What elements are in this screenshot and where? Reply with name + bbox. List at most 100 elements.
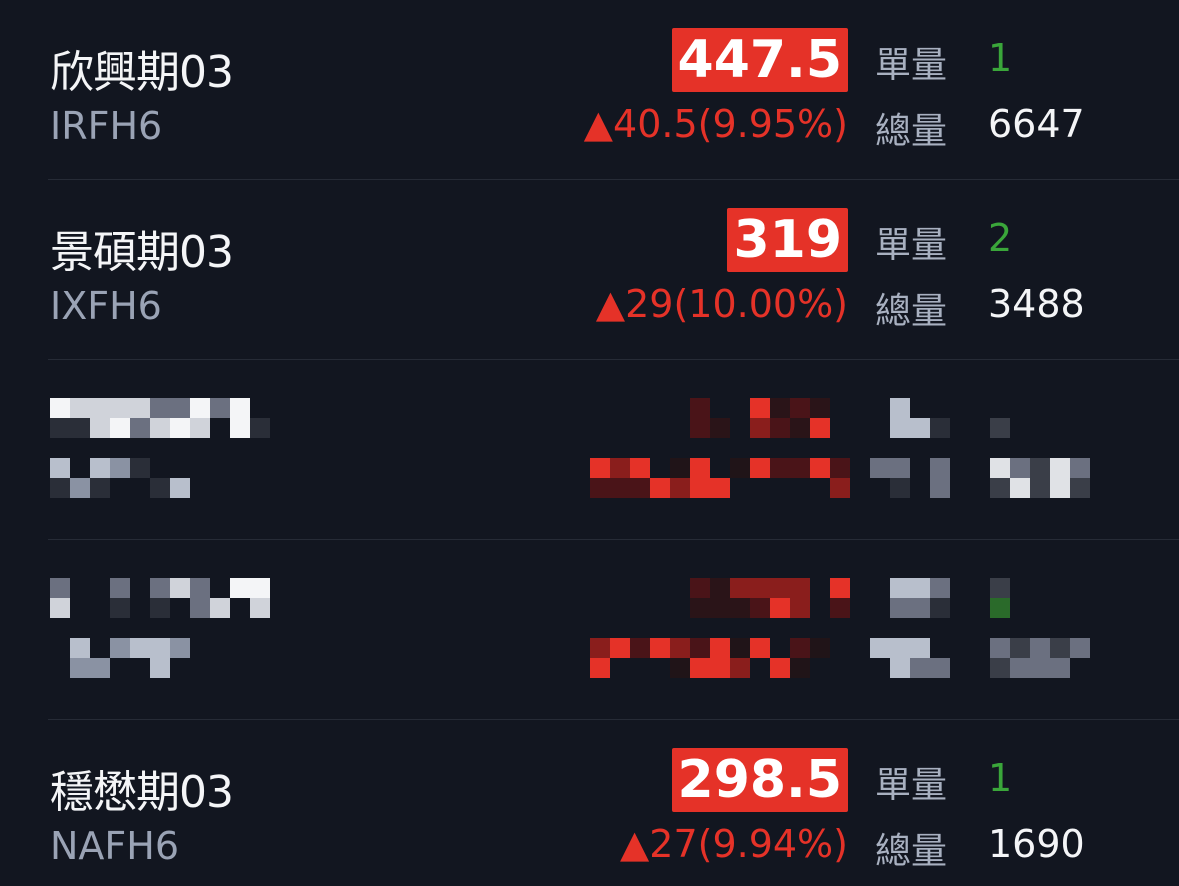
mosaic-pixel <box>190 598 210 618</box>
mosaic-pixel <box>790 658 810 678</box>
mosaic-pixel <box>1030 638 1050 658</box>
divider <box>48 719 1179 720</box>
quote-row[interactable]: 欣興期03 IRFH6 447.5 ▲40.5(9.95%) 單量 1 總量 6… <box>0 0 1179 180</box>
contract-name: 景碩期03 <box>50 227 234 278</box>
mosaic-pixel <box>610 458 630 478</box>
mosaic-pixel <box>990 598 1010 618</box>
quote-row-redacted[interactable] <box>0 360 1179 540</box>
mosaic-pixel <box>130 398 150 418</box>
contract-name: 穩懋期03 <box>50 767 234 818</box>
mosaic-pixel <box>890 418 910 438</box>
mosaic-pixel <box>170 478 190 498</box>
mosaic-pixel <box>810 638 830 658</box>
mosaic-pixel <box>990 478 1010 498</box>
last-price: 319 <box>727 208 848 272</box>
mosaic-pixel <box>770 458 790 478</box>
mosaic-pixel <box>130 638 150 658</box>
mosaic-pixel <box>790 458 810 478</box>
mosaic-pixel <box>230 398 250 418</box>
mosaic-pixel <box>250 418 270 438</box>
mosaic-pixel <box>830 478 850 498</box>
total-volume: 6647 <box>988 102 1085 146</box>
mosaic-pixel <box>1050 478 1070 498</box>
mosaic-pixel <box>750 458 770 478</box>
mosaic-pixel <box>110 418 130 438</box>
mosaic-pixel <box>1010 658 1030 678</box>
mosaic-pixel <box>50 418 70 438</box>
mosaic-pixel <box>810 418 830 438</box>
total-volume-label: 總量 <box>875 111 948 152</box>
mosaic-pixel <box>110 398 130 418</box>
mosaic-pixel <box>870 638 890 658</box>
mosaic-pixel <box>770 578 790 598</box>
single-volume: 1 <box>988 756 1013 800</box>
mosaic-pixel <box>690 458 710 478</box>
mosaic-pixel <box>650 478 670 498</box>
mosaic-pixel <box>210 398 230 418</box>
mosaic-pixel <box>730 598 750 618</box>
quote-row[interactable]: 穩懋期03 NAFH6 298.5 ▲27(9.94%) 單量 1 總量 169… <box>0 720 1179 886</box>
mosaic-pixel <box>930 458 950 478</box>
mosaic-pixel <box>990 658 1010 678</box>
quote-row[interactable]: 景碩期03 IXFH6 319 ▲29(10.00%) 單量 2 總量 3488 <box>0 180 1179 360</box>
single-volume-label: 單量 <box>875 45 948 86</box>
mosaic-pixel <box>1070 478 1090 498</box>
mosaic-pixel <box>750 398 770 418</box>
mosaic-pixel <box>690 578 710 598</box>
mosaic-pixel <box>910 578 930 598</box>
mosaic-pixel <box>150 478 170 498</box>
mosaic-pixel <box>790 418 810 438</box>
mosaic-pixel <box>670 458 690 478</box>
mosaic-pixel <box>690 398 710 418</box>
total-volume: 3488 <box>988 282 1085 326</box>
mosaic-pixel <box>590 478 610 498</box>
mosaic-pixel <box>830 458 850 478</box>
single-volume: 2 <box>988 216 1013 260</box>
mosaic-pixel <box>890 478 910 498</box>
mosaic-pixel <box>170 398 190 418</box>
mosaic-pixel <box>150 658 170 678</box>
mosaic-pixel <box>670 638 690 658</box>
mosaic-pixel <box>730 458 750 478</box>
quote-row-redacted[interactable] <box>0 540 1179 720</box>
mosaic-pixel <box>690 418 710 438</box>
mosaic-pixel <box>90 458 110 478</box>
divider <box>48 539 1179 540</box>
mosaic-pixel <box>90 658 110 678</box>
mosaic-pixel <box>250 598 270 618</box>
mosaic-pixel <box>590 658 610 678</box>
mosaic-pixel <box>110 458 130 478</box>
mosaic-pixel <box>630 458 650 478</box>
mosaic-pixel <box>990 638 1010 658</box>
contract-code: NAFH6 <box>50 824 180 868</box>
last-price: 447.5 <box>671 28 848 92</box>
mosaic-pixel <box>690 478 710 498</box>
mosaic-pixel <box>170 638 190 658</box>
mosaic-pixel <box>910 658 930 678</box>
mosaic-pixel <box>90 398 110 418</box>
mosaic-pixel <box>190 418 210 438</box>
mosaic-pixel <box>750 418 770 438</box>
mosaic-pixel <box>50 598 70 618</box>
mosaic-pixel <box>710 638 730 658</box>
mosaic-pixel <box>70 398 90 418</box>
contract-code: IXFH6 <box>50 284 162 328</box>
mosaic-pixel <box>890 398 910 418</box>
mosaic-pixel <box>630 478 650 498</box>
divider <box>48 179 1179 180</box>
mosaic-pixel <box>610 478 630 498</box>
mosaic-pixel <box>50 578 70 598</box>
mosaic-pixel <box>650 638 670 658</box>
mosaic-pixel <box>910 598 930 618</box>
mosaic-pixel <box>890 638 910 658</box>
mosaic-pixel <box>230 418 250 438</box>
mosaic-pixel <box>50 478 70 498</box>
total-volume-label: 總量 <box>875 291 948 332</box>
mosaic-pixel <box>70 418 90 438</box>
mosaic-pixel <box>910 418 930 438</box>
mosaic-pixel <box>630 638 650 658</box>
contract-name: 欣興期03 <box>50 47 234 98</box>
mosaic-pixel <box>130 458 150 478</box>
mosaic-pixel <box>830 598 850 618</box>
mosaic-pixel <box>810 398 830 418</box>
